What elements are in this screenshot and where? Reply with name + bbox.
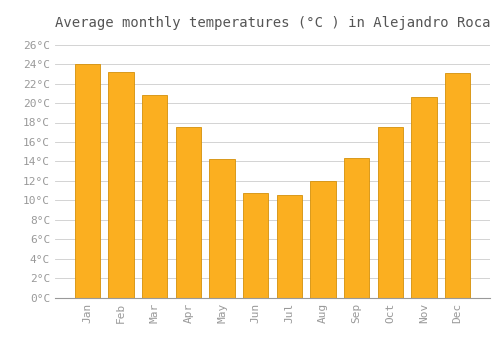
Bar	[310, 181, 336, 298]
Title: Average monthly temperatures (°C ) in Alejandro Roca: Average monthly temperatures (°C ) in Al…	[55, 16, 490, 30]
Bar	[210, 160, 234, 298]
Bar	[344, 159, 370, 298]
Bar	[276, 195, 302, 298]
Bar	[243, 194, 268, 298]
Bar	[176, 127, 201, 298]
Bar	[412, 97, 436, 298]
Bar	[378, 127, 403, 298]
Bar	[108, 72, 134, 298]
Bar	[75, 64, 100, 298]
Bar	[445, 73, 470, 298]
Bar	[142, 95, 168, 298]
